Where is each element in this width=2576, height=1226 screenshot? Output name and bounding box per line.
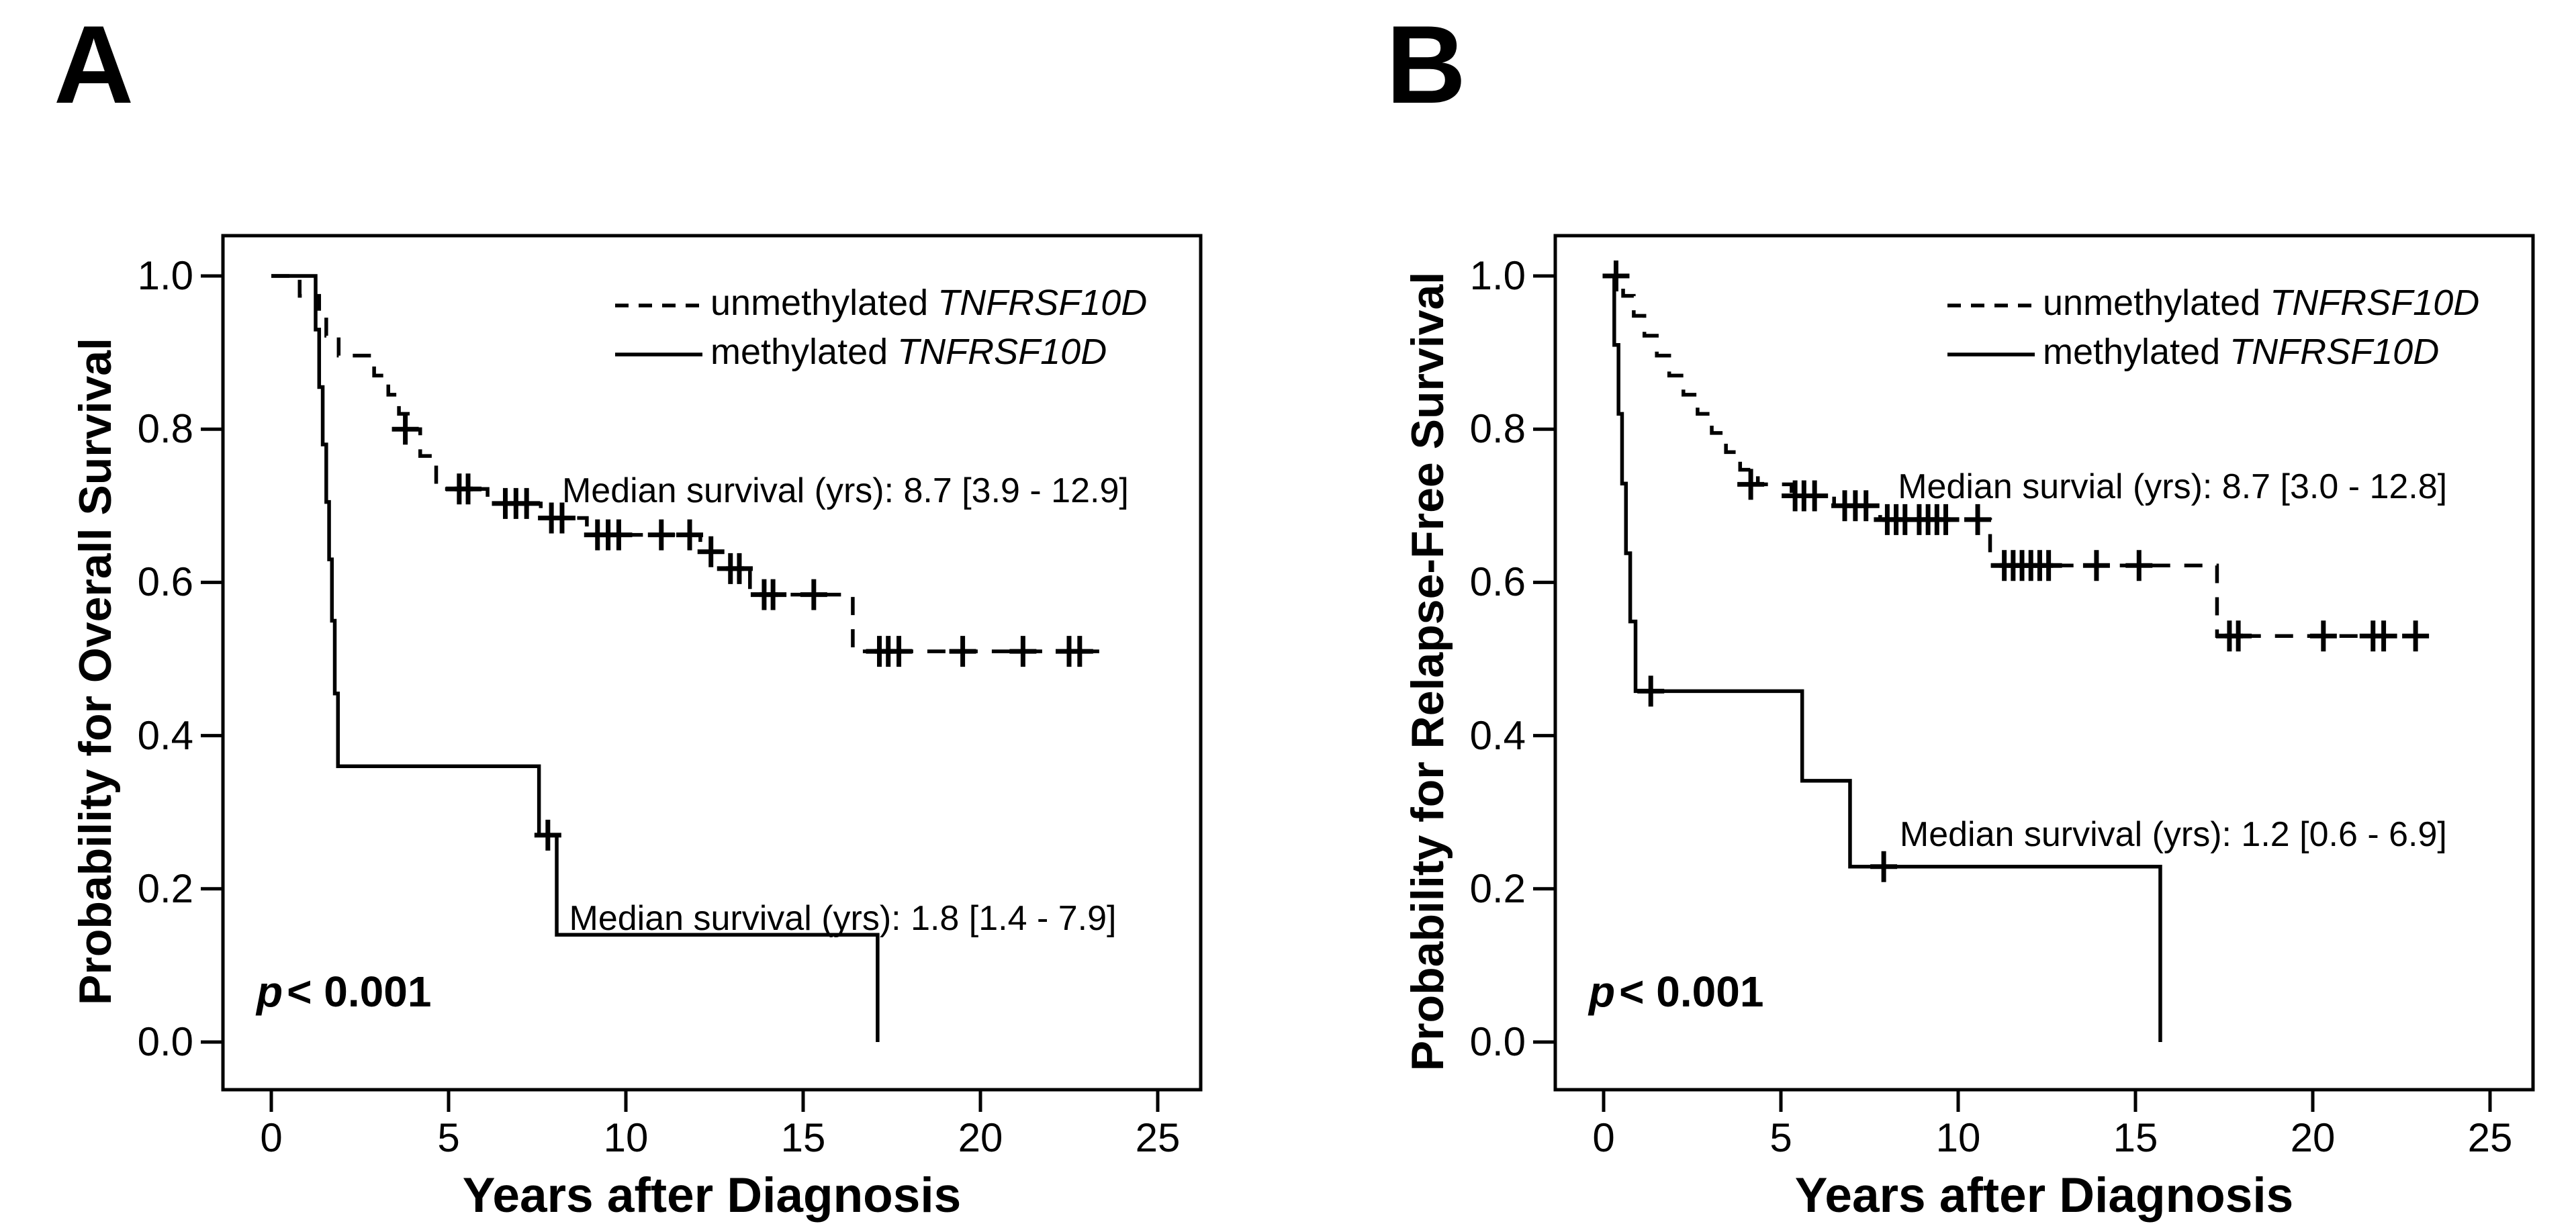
gene-name: TNFRSF10D xyxy=(2229,332,2440,372)
x-tick-label: 25 xyxy=(1135,1115,1181,1160)
plot-box xyxy=(1553,234,2535,1092)
y-tick-label: 0.8 xyxy=(1469,406,1526,452)
y-tick-label: 0.2 xyxy=(137,865,193,911)
median-survival-annotation-methylated-panel-b: Median survival (yrs): 1.2 [0.6 - 6.9] xyxy=(1899,814,2447,854)
y-tick-label: 0.6 xyxy=(137,559,193,605)
panel-b-label: B xyxy=(1386,3,1467,126)
p-comparison: < 0.001 xyxy=(287,968,432,1016)
x-axis-title-panel-b: Years after Diagnosis xyxy=(1794,1168,2294,1223)
legend-label: unmethylated xyxy=(710,283,929,323)
x-tick-label: 25 xyxy=(2467,1115,2513,1160)
legend-label: methylated xyxy=(2043,332,2221,372)
legend-item-unmethylated-panel-b: unmethylated TNFRSF10D xyxy=(2043,285,2479,321)
x-tick-label: 15 xyxy=(780,1115,826,1160)
x-tick-label: 0 xyxy=(260,1115,283,1160)
survival-curve-dashed xyxy=(271,274,1099,653)
legend-item-methylated-panel-b: methylated TNFRSF10D xyxy=(2043,334,2439,370)
y-tick-label: 0.0 xyxy=(137,1019,193,1064)
x-axis-title-panel-a: Years after Diagnosis xyxy=(462,1168,962,1223)
p-symbol: p xyxy=(257,968,283,1016)
plot-box xyxy=(221,234,1203,1092)
median-survival-annotation-unmethylated-panel-a: Median survival (yrs): 8.7 [3.9 - 12.9] xyxy=(561,471,1129,511)
survival-curve-solid xyxy=(1604,274,2162,1042)
y-axis-title-relapse-free-survival: Probability for Relapse-Free Survival xyxy=(1402,271,1453,1072)
legend-label: methylated xyxy=(710,332,888,372)
y-tick-label: 0.4 xyxy=(137,712,193,758)
x-tick-label: 20 xyxy=(958,1115,1003,1160)
median-survival-annotation-methylated-panel-a: Median survival (yrs): 1.8 [1.4 - 7.9] xyxy=(569,899,1117,939)
legend-item-unmethylated-panel-a: unmethylated TNFRSF10D xyxy=(710,285,1147,321)
y-tick-label: 0.8 xyxy=(137,406,193,452)
x-tick-label: 10 xyxy=(1935,1115,1981,1160)
gene-name: TNFRSF10D xyxy=(2270,283,2480,323)
y-tick-label: 0.6 xyxy=(1469,559,1526,605)
y-tick-label: 0.0 xyxy=(1469,1019,1526,1064)
panel-a-label: A xyxy=(54,3,134,126)
median-survival-annotation-unmethylated-panel-b: Median survial (yrs): 8.7 [3.0 - 12.8] xyxy=(1898,467,2448,506)
p-symbol: p xyxy=(1589,968,1616,1016)
legend-label: unmethylated xyxy=(2043,283,2261,323)
x-tick-label: 5 xyxy=(1769,1115,1792,1160)
p-value-panel-a: p< 0.001 xyxy=(257,970,431,1013)
p-comparison: < 0.001 xyxy=(1619,968,1764,1016)
x-tick-label: 15 xyxy=(2113,1115,2158,1160)
x-tick-label: 5 xyxy=(437,1115,460,1160)
x-tick-label: 0 xyxy=(1592,1115,1615,1160)
y-tick-label: 0.2 xyxy=(1469,865,1526,911)
y-tick-label: 1.0 xyxy=(1469,253,1526,298)
legend-item-methylated-panel-a: methylated TNFRSF10D xyxy=(710,334,1107,370)
y-tick-label: 0.4 xyxy=(1469,712,1526,758)
y-tick-label: 1.0 xyxy=(137,253,193,298)
gene-name: TNFRSF10D xyxy=(937,283,1148,323)
survival-curve-dashed xyxy=(1604,274,2432,639)
gene-name: TNFRSF10D xyxy=(897,332,1107,372)
x-tick-label: 10 xyxy=(603,1115,649,1160)
x-tick-label: 20 xyxy=(2290,1115,2336,1160)
p-value-panel-b: p< 0.001 xyxy=(1589,970,1763,1013)
